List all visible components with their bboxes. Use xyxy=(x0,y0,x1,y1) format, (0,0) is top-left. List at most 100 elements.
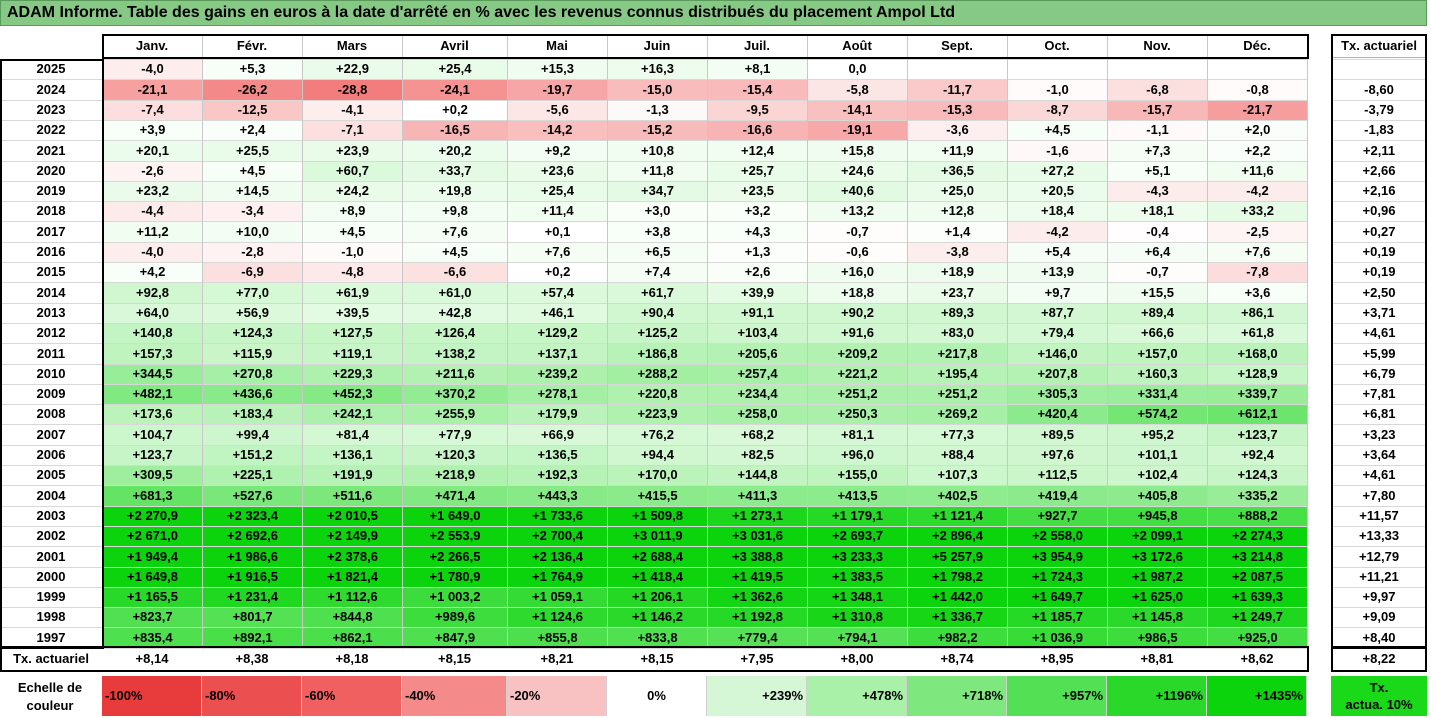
gain-cell: +46,1 xyxy=(508,303,607,323)
month-header: Juil. xyxy=(707,34,807,58)
gain-cell: +205,6 xyxy=(708,343,807,364)
row-separator xyxy=(2,465,1307,466)
gain-cell: +250,3 xyxy=(808,404,907,424)
gain-cell: +1 165,5 xyxy=(103,587,202,607)
gain-cell: +11,6 xyxy=(1208,161,1307,181)
gain-cell: -24,1 xyxy=(403,79,507,100)
row-separator xyxy=(2,506,1307,507)
gain-cell: +1 206,1 xyxy=(608,587,707,607)
gain-cell: +331,4 xyxy=(1108,384,1207,404)
tx-actuariel-cell: +0,19 xyxy=(1362,244,1396,259)
year-label: 2001 xyxy=(36,549,66,564)
tx-actuariel-cell: +11,57 xyxy=(1359,508,1399,523)
gain-cell: -3,4 xyxy=(203,201,302,221)
gain-cell: +90,2 xyxy=(808,303,907,323)
gain-cell: +0,2 xyxy=(403,100,507,120)
year-label: 2021 xyxy=(36,143,66,158)
gain-cell: +123,7 xyxy=(103,445,202,465)
gain-cell: -21,1 xyxy=(103,79,202,100)
gain-cell: +7,6 xyxy=(403,221,507,242)
gain-cell: +220,8 xyxy=(608,384,707,404)
column-separator xyxy=(202,34,203,648)
year-label: 2013 xyxy=(36,305,66,320)
tx-actuariel-cell: +2,50 xyxy=(1362,285,1396,300)
gain-cell: -15,4 xyxy=(708,79,807,100)
column-separator xyxy=(607,34,608,648)
gain-cell: +2 688,4 xyxy=(608,546,707,567)
row-separator xyxy=(1331,100,1427,101)
gain-cell: -7,8 xyxy=(1208,262,1307,282)
tx-actuariel-cell: +3,64 xyxy=(1362,447,1396,462)
gain-cell: -7,4 xyxy=(103,100,202,120)
row-separator xyxy=(1331,323,1427,324)
year-label: 1999 xyxy=(36,589,66,604)
gain-cell: -19,1 xyxy=(808,120,907,140)
gain-cell: +24,6 xyxy=(808,161,907,181)
tx-actuariel-cell: +4,61 xyxy=(1362,325,1396,340)
tx-actuariel-cell: +2,66 xyxy=(1362,163,1396,178)
tx-actuariel-cell: -3,79 xyxy=(1364,102,1394,117)
footer-tx-cell: +8,15 xyxy=(640,651,674,666)
gain-cell: -1,0 xyxy=(1008,79,1107,100)
gain-cell: +855,8 xyxy=(508,627,607,648)
row-separator xyxy=(2,526,1307,527)
gain-cell: -5,8 xyxy=(808,79,907,100)
color-scale-label: Echelle de couleur xyxy=(0,676,100,716)
gain-cell: +1 986,6 xyxy=(203,546,302,567)
tx-actuariel-cell: +3,23 xyxy=(1362,427,1396,442)
gain-cell: +2 693,7 xyxy=(808,526,907,546)
row-separator xyxy=(1331,627,1427,628)
color-scale-swatch: +718% xyxy=(907,676,1007,716)
gain-cell: +209,2 xyxy=(808,343,907,364)
gain-cell: +415,5 xyxy=(608,485,707,506)
gain-cell: +443,3 xyxy=(508,485,607,506)
footer-tx-cell: +7,95 xyxy=(740,651,774,666)
gain-cell: +847,9 xyxy=(403,627,507,648)
gain-cell: +115,9 xyxy=(203,343,302,364)
gain-cell: +36,5 xyxy=(908,161,1007,181)
gain-cell: +2 378,6 xyxy=(303,546,402,567)
tx-actuariel-cell: +5,99 xyxy=(1362,346,1396,361)
gain-cell: +124,3 xyxy=(1208,465,1307,485)
gain-cell: +18,8 xyxy=(808,282,907,303)
gain-cell: +574,2 xyxy=(1108,404,1207,424)
tx-legend-swatch: Tx. actua. 10% xyxy=(1331,676,1427,716)
column-separator xyxy=(402,34,403,648)
year-label: 2017 xyxy=(36,224,66,239)
gain-cell: +34,7 xyxy=(608,181,707,201)
gain-cell: +56,9 xyxy=(203,303,302,323)
gain-cell: +22,9 xyxy=(303,59,402,79)
tx-actuariel-cell xyxy=(1331,59,1427,79)
gain-cell: +7,4 xyxy=(608,262,707,282)
tx-actuariel-cell: +2,11 xyxy=(1362,143,1396,158)
column-separator xyxy=(507,34,508,648)
row-separator xyxy=(2,303,1307,304)
row-separator xyxy=(2,384,1307,385)
gain-cell: -14,1 xyxy=(808,100,907,120)
gain-cell: +339,7 xyxy=(1208,384,1307,404)
gain-cell: +9,8 xyxy=(403,201,507,221)
gain-cell: +20,5 xyxy=(1008,181,1107,201)
row-separator xyxy=(1331,161,1427,162)
gain-cell: +173,6 xyxy=(103,404,202,424)
gain-cell: +1 121,4 xyxy=(908,506,1007,526)
gain-cell: +9,2 xyxy=(508,140,607,161)
gain-cell: +81,1 xyxy=(808,424,907,445)
column-separator xyxy=(707,34,708,648)
row-separator xyxy=(2,100,1307,101)
gain-cell: +288,2 xyxy=(608,364,707,384)
gain-cell: +2 270,9 xyxy=(103,506,202,526)
gain-cell: -0,7 xyxy=(808,221,907,242)
year-label: 2018 xyxy=(36,203,66,218)
gain-cell: -3,8 xyxy=(908,242,1007,262)
month-header: Août xyxy=(807,34,907,58)
month-header: Avril xyxy=(402,34,507,58)
gain-cell: +5,4 xyxy=(1008,242,1107,262)
gain-cell: +2 700,4 xyxy=(508,526,607,546)
gain-cell: +77,9 xyxy=(403,424,507,445)
year-label: 2011 xyxy=(36,346,66,361)
tx-actuariel-cell: +2,16 xyxy=(1362,183,1396,198)
gain-cell: +255,9 xyxy=(403,404,507,424)
gain-cell: +16,3 xyxy=(608,59,707,79)
gain-cell: -8,7 xyxy=(1008,100,1107,120)
